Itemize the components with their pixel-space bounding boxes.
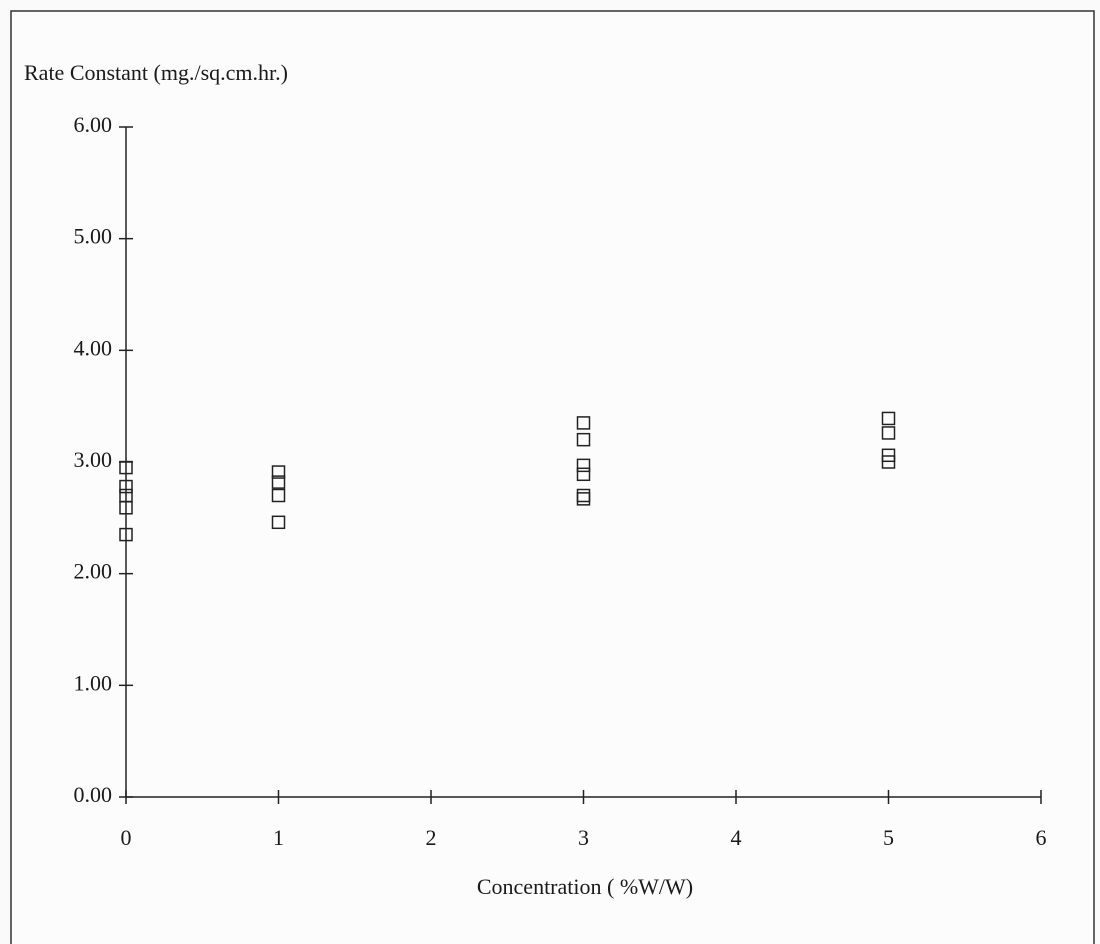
data-point <box>271 475 286 489</box>
y-tick-label: 4.00 <box>74 335 113 360</box>
data-point <box>119 460 133 475</box>
data-point <box>881 426 896 440</box>
data-point <box>119 527 133 542</box>
chart-frame <box>10 10 1095 944</box>
data-point <box>576 458 591 473</box>
data-point <box>576 416 591 430</box>
data-point <box>271 488 286 503</box>
x-tick-label: 3 <box>578 825 589 850</box>
data-point <box>576 467 591 482</box>
y-tick-label: 6.00 <box>74 112 113 137</box>
y-axis-label: Rate Constant (mg./sq.cm.hr.) <box>24 60 288 85</box>
data-point <box>119 501 133 515</box>
y-tick-label: 5.00 <box>74 224 113 249</box>
x-tick-label: 4 <box>731 825 742 850</box>
data-point <box>271 515 286 530</box>
y-tick-label: 0.00 <box>74 782 113 807</box>
x-tick-label: 5 <box>883 825 894 850</box>
data-point <box>576 432 591 447</box>
y-tick-label: 2.00 <box>74 559 113 584</box>
x-tick-label: 1 <box>273 825 284 850</box>
x-tick-label: 0 <box>121 825 132 850</box>
y-tick-label: 1.00 <box>74 670 113 695</box>
data-point <box>881 411 896 426</box>
x-tick-label: 6 <box>1036 825 1047 850</box>
x-tick-label: 2 <box>426 825 437 850</box>
y-tick-label: 3.00 <box>74 447 113 472</box>
data-point <box>119 479 133 494</box>
x-axis-label: Concentration ( %W/W) <box>477 874 693 899</box>
data-point <box>271 465 286 479</box>
data-point <box>881 455 896 469</box>
data-point <box>576 492 591 506</box>
